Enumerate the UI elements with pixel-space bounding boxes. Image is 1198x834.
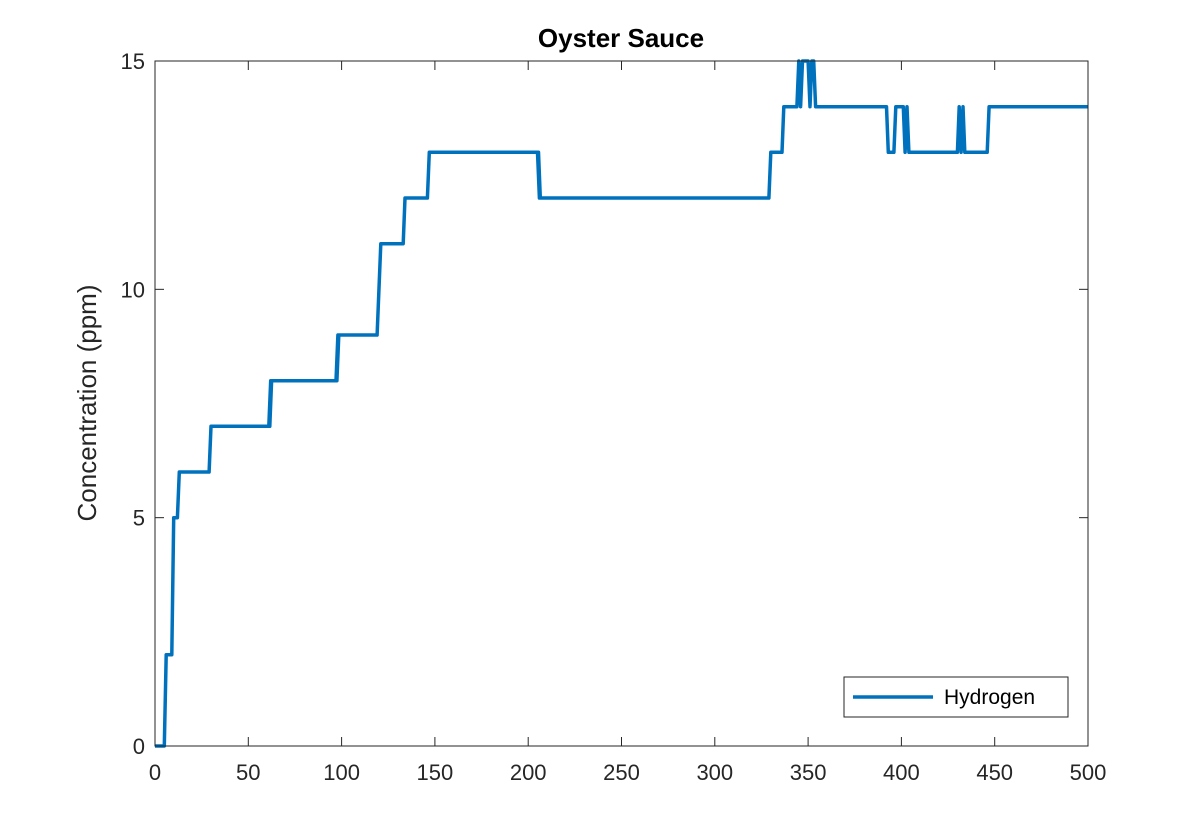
x-tick-label: 500 [1070, 760, 1107, 785]
plot-frame [154, 60, 1089, 747]
x-tick-label: 0 [149, 760, 161, 785]
chart-title: Oyster Sauce [538, 23, 704, 53]
plot-background [155, 61, 1088, 746]
x-tick-label: 450 [976, 760, 1013, 785]
x-tick-label: 50 [236, 760, 260, 785]
y-tick-label: 0 [133, 734, 145, 759]
x-tick-label: 200 [510, 760, 547, 785]
y-tick-label: 10 [121, 277, 145, 302]
x-tick-label: 150 [417, 760, 454, 785]
y-tick-label: 15 [121, 49, 145, 74]
x-tick-label: 250 [603, 760, 640, 785]
legend-label-hydrogen: Hydrogen [944, 686, 1035, 709]
legend: Hydrogen [843, 676, 1069, 718]
x-tick-label: 100 [323, 760, 360, 785]
x-tick-label: 400 [883, 760, 920, 785]
y-tick-label: 5 [133, 506, 145, 531]
x-tick-label: 350 [790, 760, 827, 785]
y-axis-label: Concentration (ppm) [72, 285, 102, 522]
tick-labels: 0 50 100 150 200 250 300 350 400 450 500 0 5 10 15 [121, 49, 1107, 785]
x-tick-label: 300 [696, 760, 733, 785]
series-line-hydrogen [155, 59, 1088, 748]
